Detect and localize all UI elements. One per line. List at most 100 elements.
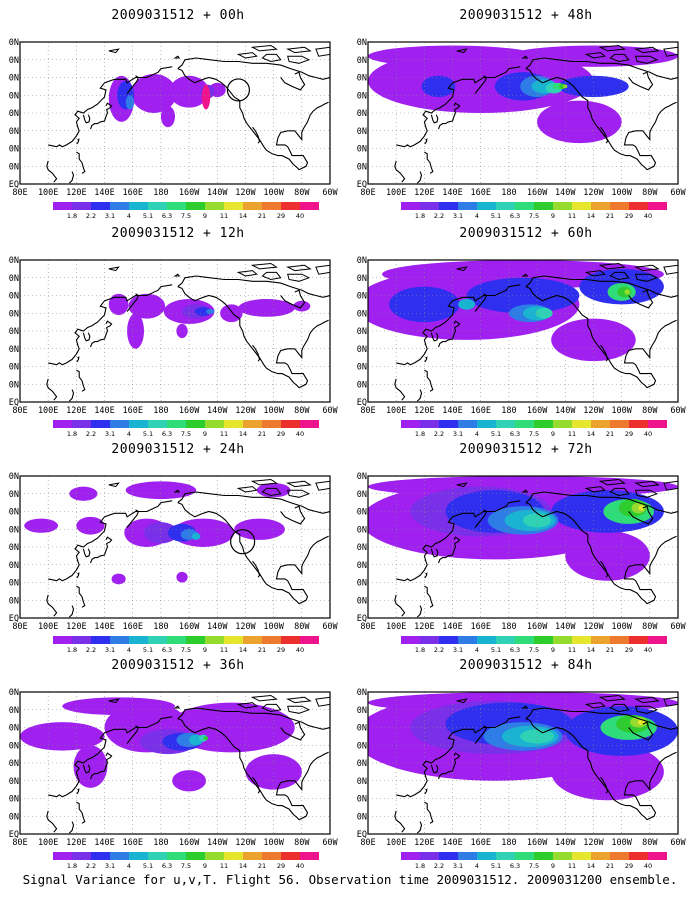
- colorbar-swatch: [72, 202, 91, 210]
- coastline: [525, 275, 678, 298]
- map-layer: [20, 260, 330, 402]
- colorbar-swatch: [110, 636, 129, 644]
- colorbar-swatch: [205, 852, 224, 860]
- coastline-island: [598, 694, 626, 702]
- x-tick-label: 100W: [263, 838, 284, 848]
- x-tick-label: 140W: [555, 188, 576, 198]
- y-tick-label: EQ: [9, 830, 19, 840]
- coastline: [89, 102, 113, 130]
- x-tick-label: 140W: [555, 406, 576, 416]
- colorbar-swatch: [167, 420, 186, 428]
- coastline: [177, 718, 300, 821]
- panel-title: 2009031512 + 00h: [111, 8, 245, 23]
- colorbar-label: 5.1: [491, 430, 501, 436]
- variance-region: [125, 95, 135, 110]
- colorbar-swatch: [148, 852, 167, 860]
- colorbar-label: 6.3: [510, 862, 520, 868]
- colorbar-swatch: [224, 420, 243, 428]
- colorbar-label: 9: [551, 430, 555, 436]
- colorbar-swatch: [167, 636, 186, 644]
- colorbar-label: 40: [296, 646, 304, 652]
- y-tick-label: 60N: [8, 74, 19, 84]
- colorbar-swatch: [186, 636, 205, 644]
- coastline: [126, 293, 140, 312]
- colorbar-swatch: [262, 420, 281, 428]
- map-frame: [19, 41, 331, 185]
- coastline-island: [609, 703, 630, 713]
- panel-60h: 2009031512 + 60h EQ 10N 20N 30N 40N 50N 60N 70N…: [356, 226, 696, 436]
- coastline: [177, 491, 330, 514]
- colorbar-label: 29: [277, 862, 285, 868]
- coastline-island: [633, 480, 660, 488]
- x-tick-label: 80E: [12, 406, 27, 416]
- variance-region: [508, 45, 678, 67]
- colorbar-swatch: [401, 420, 420, 428]
- x-tick-label: 160W: [527, 188, 548, 198]
- map-layer: [368, 692, 678, 834]
- x-tick-label: 60W: [670, 406, 686, 416]
- coastline: [68, 171, 75, 184]
- coastline-island: [108, 48, 120, 54]
- colorbar-label: 40: [296, 430, 304, 436]
- y-tick-label: 70N: [356, 56, 367, 66]
- colorbar-swatch: [648, 636, 667, 644]
- colorbar-swatch: [129, 202, 148, 210]
- x-tick-label: 140W: [555, 622, 576, 632]
- x-tick-label: 80E: [360, 406, 375, 416]
- colorbar-label: 29: [625, 430, 633, 436]
- coastline: [416, 821, 423, 834]
- colorbar-label: 7.5: [529, 646, 539, 652]
- x-tick-label: 100E: [386, 188, 406, 198]
- colorbar-swatch: [610, 202, 629, 210]
- colorbar-swatch: [420, 420, 439, 428]
- y-tick-label: 20N: [356, 145, 367, 155]
- colorbar-label: 5.1: [491, 862, 501, 868]
- coastline: [474, 293, 488, 312]
- y-tick-label: 40N: [8, 543, 19, 553]
- y-tick-label: 10N: [8, 812, 19, 822]
- coastline-island: [456, 266, 468, 272]
- coastline: [525, 57, 678, 80]
- x-tick-label: 80E: [12, 622, 27, 632]
- colorbar-swatch: [553, 852, 572, 860]
- coastline-island: [663, 696, 678, 707]
- y-tick-label: 40N: [8, 109, 19, 119]
- x-tick-label: 140W: [207, 406, 228, 416]
- coastline-island: [456, 698, 468, 704]
- colorbar-swatch: [591, 852, 610, 860]
- x-tick-label: 100E: [38, 838, 58, 848]
- panel-00h: 2009031512 + 00h EQ 10N 20N 30N 40N 50N 60N 70N…: [8, 8, 348, 218]
- coastline: [48, 500, 173, 582]
- panel-title: 2009031512 + 36h: [111, 658, 245, 673]
- coastline: [437, 102, 461, 130]
- x-tick-label: 120W: [583, 406, 604, 416]
- y-tick-label: 60N: [8, 508, 19, 518]
- coastline: [252, 344, 261, 362]
- highlight-circle: [230, 529, 256, 555]
- x-tick-label: 100W: [263, 188, 284, 198]
- colorbar-swatch: [610, 420, 629, 428]
- colorbar-label: 11: [220, 862, 228, 868]
- y-tick-label: 30N: [356, 127, 367, 137]
- x-tick-label: 120W: [583, 838, 604, 848]
- colorbar-label: 1.8: [67, 646, 77, 652]
- colorbar-label: 2.2: [86, 430, 96, 436]
- coastline: [177, 57, 330, 80]
- x-tick-label: 60W: [322, 838, 338, 848]
- coastline-island: [663, 46, 678, 57]
- y-tick-label: 30N: [356, 561, 367, 571]
- panel-title: 2009031512 + 84h: [459, 658, 593, 673]
- x-tick-label: 120E: [414, 838, 434, 848]
- coastline: [525, 491, 678, 514]
- y-tick-label: 20N: [8, 579, 19, 589]
- colorbar-swatch: [420, 202, 439, 210]
- colorbar-label: 4: [475, 862, 479, 868]
- y-tick-label: 40N: [356, 759, 367, 769]
- colorbar-label: 29: [625, 646, 633, 652]
- coastline: [628, 505, 654, 525]
- colorbar-label: 4: [475, 430, 479, 436]
- colorbar-label: 9: [203, 430, 207, 436]
- colorbar-swatch: [72, 420, 91, 428]
- coastline-island: [456, 48, 468, 54]
- coastline-island: [261, 487, 282, 497]
